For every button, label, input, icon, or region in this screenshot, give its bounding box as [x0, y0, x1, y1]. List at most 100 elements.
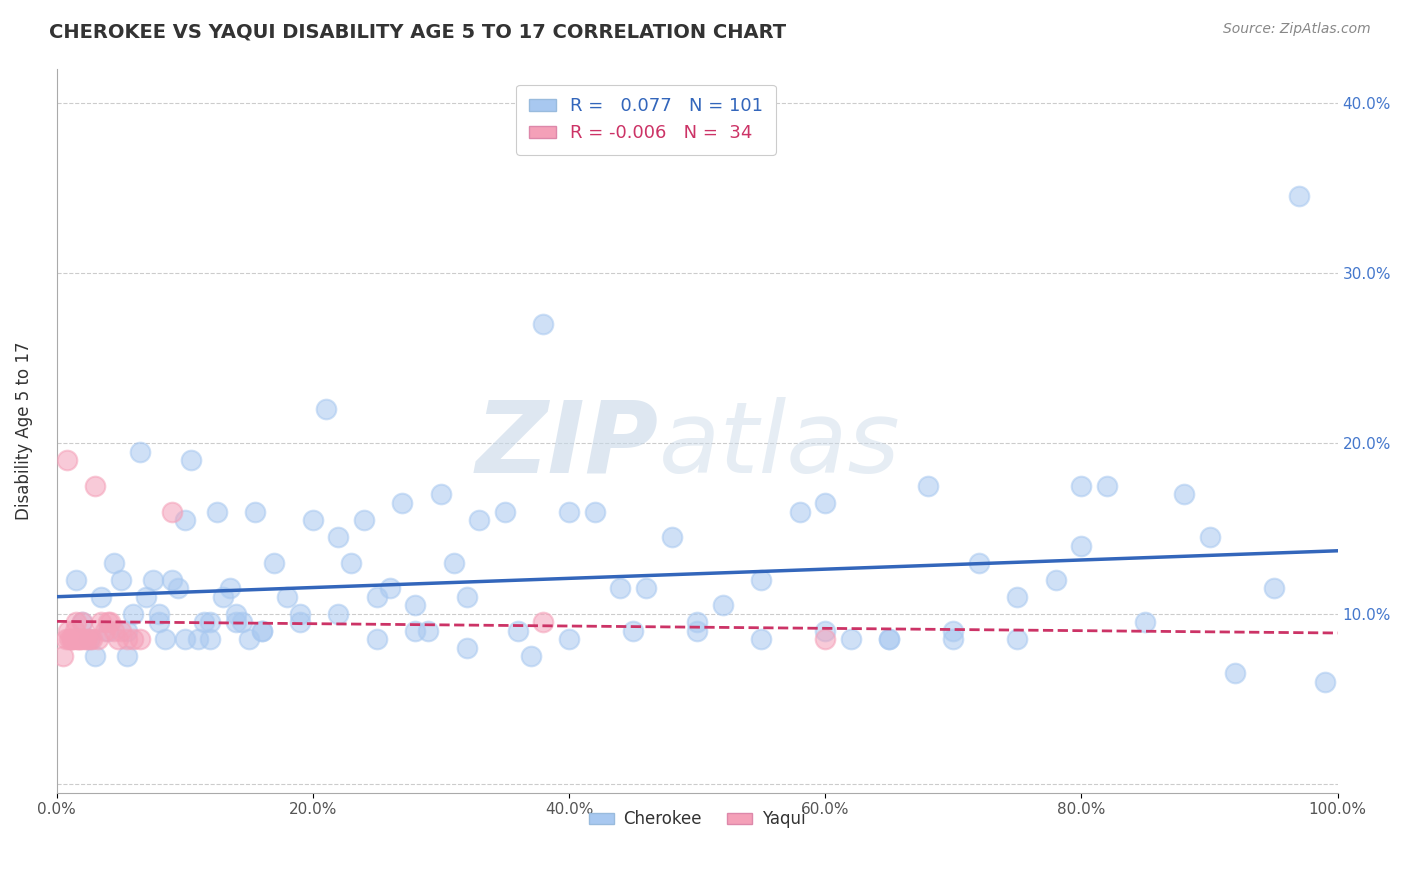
Point: [749, 632, 772, 647]
Point: [1070, 539, 1092, 553]
Point: [100, 615, 122, 630]
Point: [1135, 615, 1157, 630]
Point: [1263, 581, 1285, 595]
Point: [193, 615, 215, 630]
Point: [173, 513, 195, 527]
Point: [456, 640, 478, 655]
Point: [494, 504, 516, 518]
Point: [328, 530, 350, 544]
Point: [84, 479, 107, 493]
Point: [70, 615, 93, 630]
Point: [52, 649, 75, 664]
Point: [115, 624, 138, 638]
Point: [288, 615, 311, 630]
Point: [276, 590, 298, 604]
Point: [789, 504, 811, 518]
Point: [84, 649, 107, 664]
Point: [877, 632, 900, 647]
Text: ZIP: ZIP: [475, 397, 658, 493]
Point: [558, 504, 581, 518]
Point: [225, 615, 247, 630]
Text: atlas: atlas: [658, 397, 900, 493]
Point: [94, 624, 117, 638]
Point: [148, 607, 170, 621]
Point: [148, 615, 170, 630]
Point: [97, 624, 120, 638]
Point: [67, 632, 90, 647]
Point: [56, 453, 79, 467]
Point: [814, 496, 837, 510]
Point: [225, 607, 247, 621]
Point: [917, 479, 939, 493]
Point: [65, 615, 87, 630]
Point: [173, 632, 195, 647]
Point: [301, 513, 323, 527]
Point: [56, 624, 79, 638]
Point: [55, 632, 77, 647]
Point: [353, 513, 375, 527]
Point: [135, 590, 157, 604]
Point: [77, 632, 100, 647]
Point: [1045, 573, 1067, 587]
Point: [531, 615, 554, 630]
Point: [97, 615, 120, 630]
Point: [416, 624, 439, 638]
Point: [200, 632, 222, 647]
Point: [115, 632, 138, 647]
Point: [634, 581, 657, 595]
Point: [86, 632, 108, 647]
Point: [70, 632, 93, 647]
Point: [128, 632, 150, 647]
Text: Source: ZipAtlas.com: Source: ZipAtlas.com: [1223, 22, 1371, 37]
Point: [942, 624, 965, 638]
Point: [200, 615, 222, 630]
Point: [519, 649, 541, 664]
Point: [558, 632, 581, 647]
Point: [1288, 189, 1310, 203]
Point: [167, 581, 190, 595]
Point: [506, 624, 529, 638]
Point: [90, 590, 112, 604]
Point: [443, 556, 465, 570]
Text: CHEROKEE VS YAQUI DISABILITY AGE 5 TO 17 CORRELATION CHART: CHEROKEE VS YAQUI DISABILITY AGE 5 TO 17…: [49, 22, 786, 41]
Point: [468, 513, 491, 527]
Point: [1007, 632, 1029, 647]
Point: [315, 402, 337, 417]
Point: [378, 581, 401, 595]
Point: [250, 624, 273, 638]
Point: [155, 632, 177, 647]
Point: [340, 556, 363, 570]
Point: [65, 573, 87, 587]
Point: [1198, 530, 1220, 544]
Point: [366, 590, 388, 604]
Point: [1223, 666, 1246, 681]
Point: [142, 573, 165, 587]
Point: [686, 624, 709, 638]
Point: [58, 632, 80, 647]
Point: [128, 445, 150, 459]
Point: [243, 504, 266, 518]
Point: [814, 632, 837, 647]
Point: [328, 607, 350, 621]
Point: [63, 624, 86, 638]
Point: [107, 632, 129, 647]
Point: [115, 649, 138, 664]
Point: [749, 573, 772, 587]
Point: [839, 632, 862, 647]
Legend: Cherokee, Yaqui: Cherokee, Yaqui: [582, 804, 813, 835]
Point: [62, 632, 84, 647]
Point: [621, 624, 644, 638]
Point: [122, 607, 145, 621]
Point: [967, 556, 990, 570]
Point: [70, 615, 93, 630]
Point: [60, 632, 83, 647]
Point: [160, 573, 183, 587]
Point: [531, 317, 554, 331]
Point: [366, 632, 388, 647]
Point: [661, 530, 683, 544]
Y-axis label: Disability Age 5 to 17: Disability Age 5 to 17: [15, 342, 32, 520]
Point: [609, 581, 631, 595]
Point: [686, 615, 709, 630]
Point: [1070, 479, 1092, 493]
Point: [218, 581, 240, 595]
